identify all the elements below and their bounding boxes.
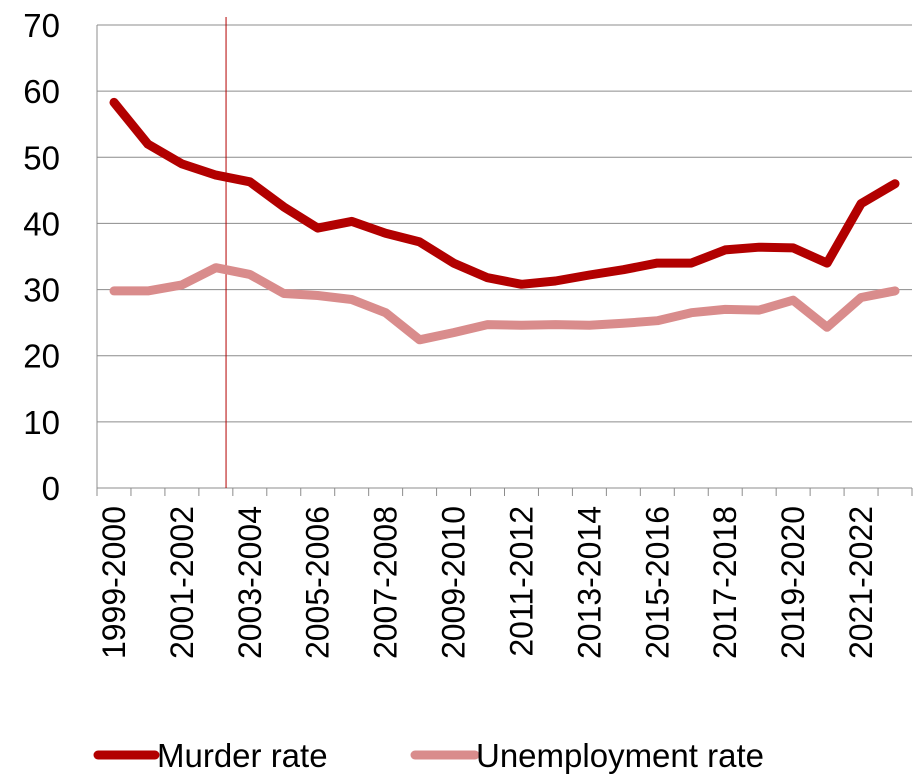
series-line-murder-rate xyxy=(109,97,900,289)
y-tick-label: 30 xyxy=(23,272,60,309)
y-tick-label: 10 xyxy=(23,404,60,441)
x-tick-label: 2015-2016 xyxy=(639,506,675,659)
x-tick-label: 2019-2020 xyxy=(775,506,811,659)
x-tick-label: 2011-2012 xyxy=(503,506,539,657)
x-tick-label: 2021-2022 xyxy=(843,506,879,659)
series-line-unemployment-rate xyxy=(109,263,900,345)
x-tick-label: 2009-2010 xyxy=(436,506,472,659)
x-tick-label: 2017-2018 xyxy=(707,506,743,659)
y-tick-label: 50 xyxy=(23,139,60,176)
y-tick-label: 70 xyxy=(23,7,60,44)
x-tick-label: 2001-2002 xyxy=(164,506,200,659)
legend-label: Murder rate xyxy=(157,737,328,774)
x-tick-label: 1999-2000 xyxy=(96,506,132,659)
x-tick-label: 2005-2006 xyxy=(300,506,336,659)
y-tick-label: 0 xyxy=(42,470,60,507)
legend-label: Unemployment rate xyxy=(476,737,764,774)
x-tick-label: 2013-2014 xyxy=(571,506,607,659)
y-tick-label: 40 xyxy=(23,205,60,242)
y-tick-label: 60 xyxy=(23,73,60,110)
x-tick-label: 2003-2004 xyxy=(232,506,268,659)
x-tick-label: 2007-2008 xyxy=(368,506,404,659)
y-tick-label: 20 xyxy=(23,338,60,375)
